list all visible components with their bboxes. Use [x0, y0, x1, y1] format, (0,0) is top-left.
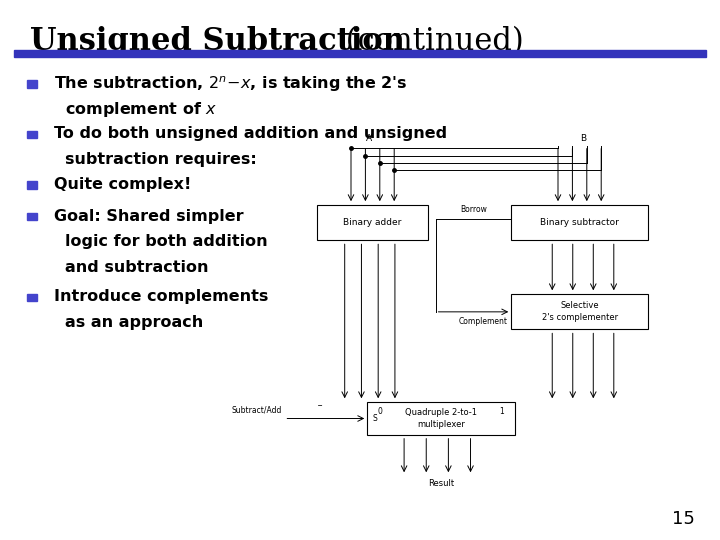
Bar — [27, 181, 37, 189]
Text: complement of $x$: complement of $x$ — [65, 100, 217, 119]
Text: multiplexer: multiplexer — [417, 420, 465, 429]
Text: (continued): (continued) — [336, 26, 524, 57]
Text: Selective: Selective — [560, 301, 599, 310]
Text: 15: 15 — [672, 510, 695, 528]
Text: Binary subtractor: Binary subtractor — [540, 218, 619, 227]
Text: as an approach: as an approach — [65, 315, 203, 330]
Bar — [367, 402, 515, 435]
Bar — [317, 205, 428, 240]
Bar — [511, 294, 648, 329]
Text: Quadruple 2-to-1: Quadruple 2-to-1 — [405, 408, 477, 417]
Text: subtraction requires:: subtraction requires: — [65, 152, 256, 167]
Text: logic for both addition: logic for both addition — [65, 234, 267, 249]
Bar — [27, 131, 37, 138]
Text: Introduce complements: Introduce complements — [54, 289, 269, 305]
Text: Binary adder: Binary adder — [343, 218, 402, 227]
Text: The subtraction, $2^n\! -\! x$, is taking the 2's: The subtraction, $2^n\! -\! x$, is takin… — [54, 74, 408, 93]
Bar — [27, 213, 37, 220]
Text: Goal: Shared simpler: Goal: Shared simpler — [54, 208, 243, 224]
Bar — [27, 294, 37, 301]
Text: Borrow: Borrow — [460, 205, 487, 214]
Text: S: S — [372, 414, 377, 423]
Text: and subtraction: and subtraction — [65, 260, 208, 275]
Text: A: A — [366, 134, 372, 143]
Bar — [14, 50, 706, 57]
Text: To do both unsigned addition and unsigned: To do both unsigned addition and unsigne… — [54, 126, 447, 141]
Text: 2's complementer: 2's complementer — [541, 313, 618, 322]
Text: 1: 1 — [500, 407, 504, 416]
Bar — [27, 80, 37, 88]
Text: Result: Result — [428, 479, 454, 488]
Text: 0: 0 — [378, 407, 382, 416]
Text: Complement: Complement — [459, 317, 508, 326]
Text: B: B — [580, 134, 586, 143]
Text: Quite complex!: Quite complex! — [54, 177, 192, 192]
Text: Subtract/Add: Subtract/Add — [232, 405, 282, 414]
Bar — [511, 205, 648, 240]
Text: Unsigned Subtraction: Unsigned Subtraction — [30, 26, 405, 57]
